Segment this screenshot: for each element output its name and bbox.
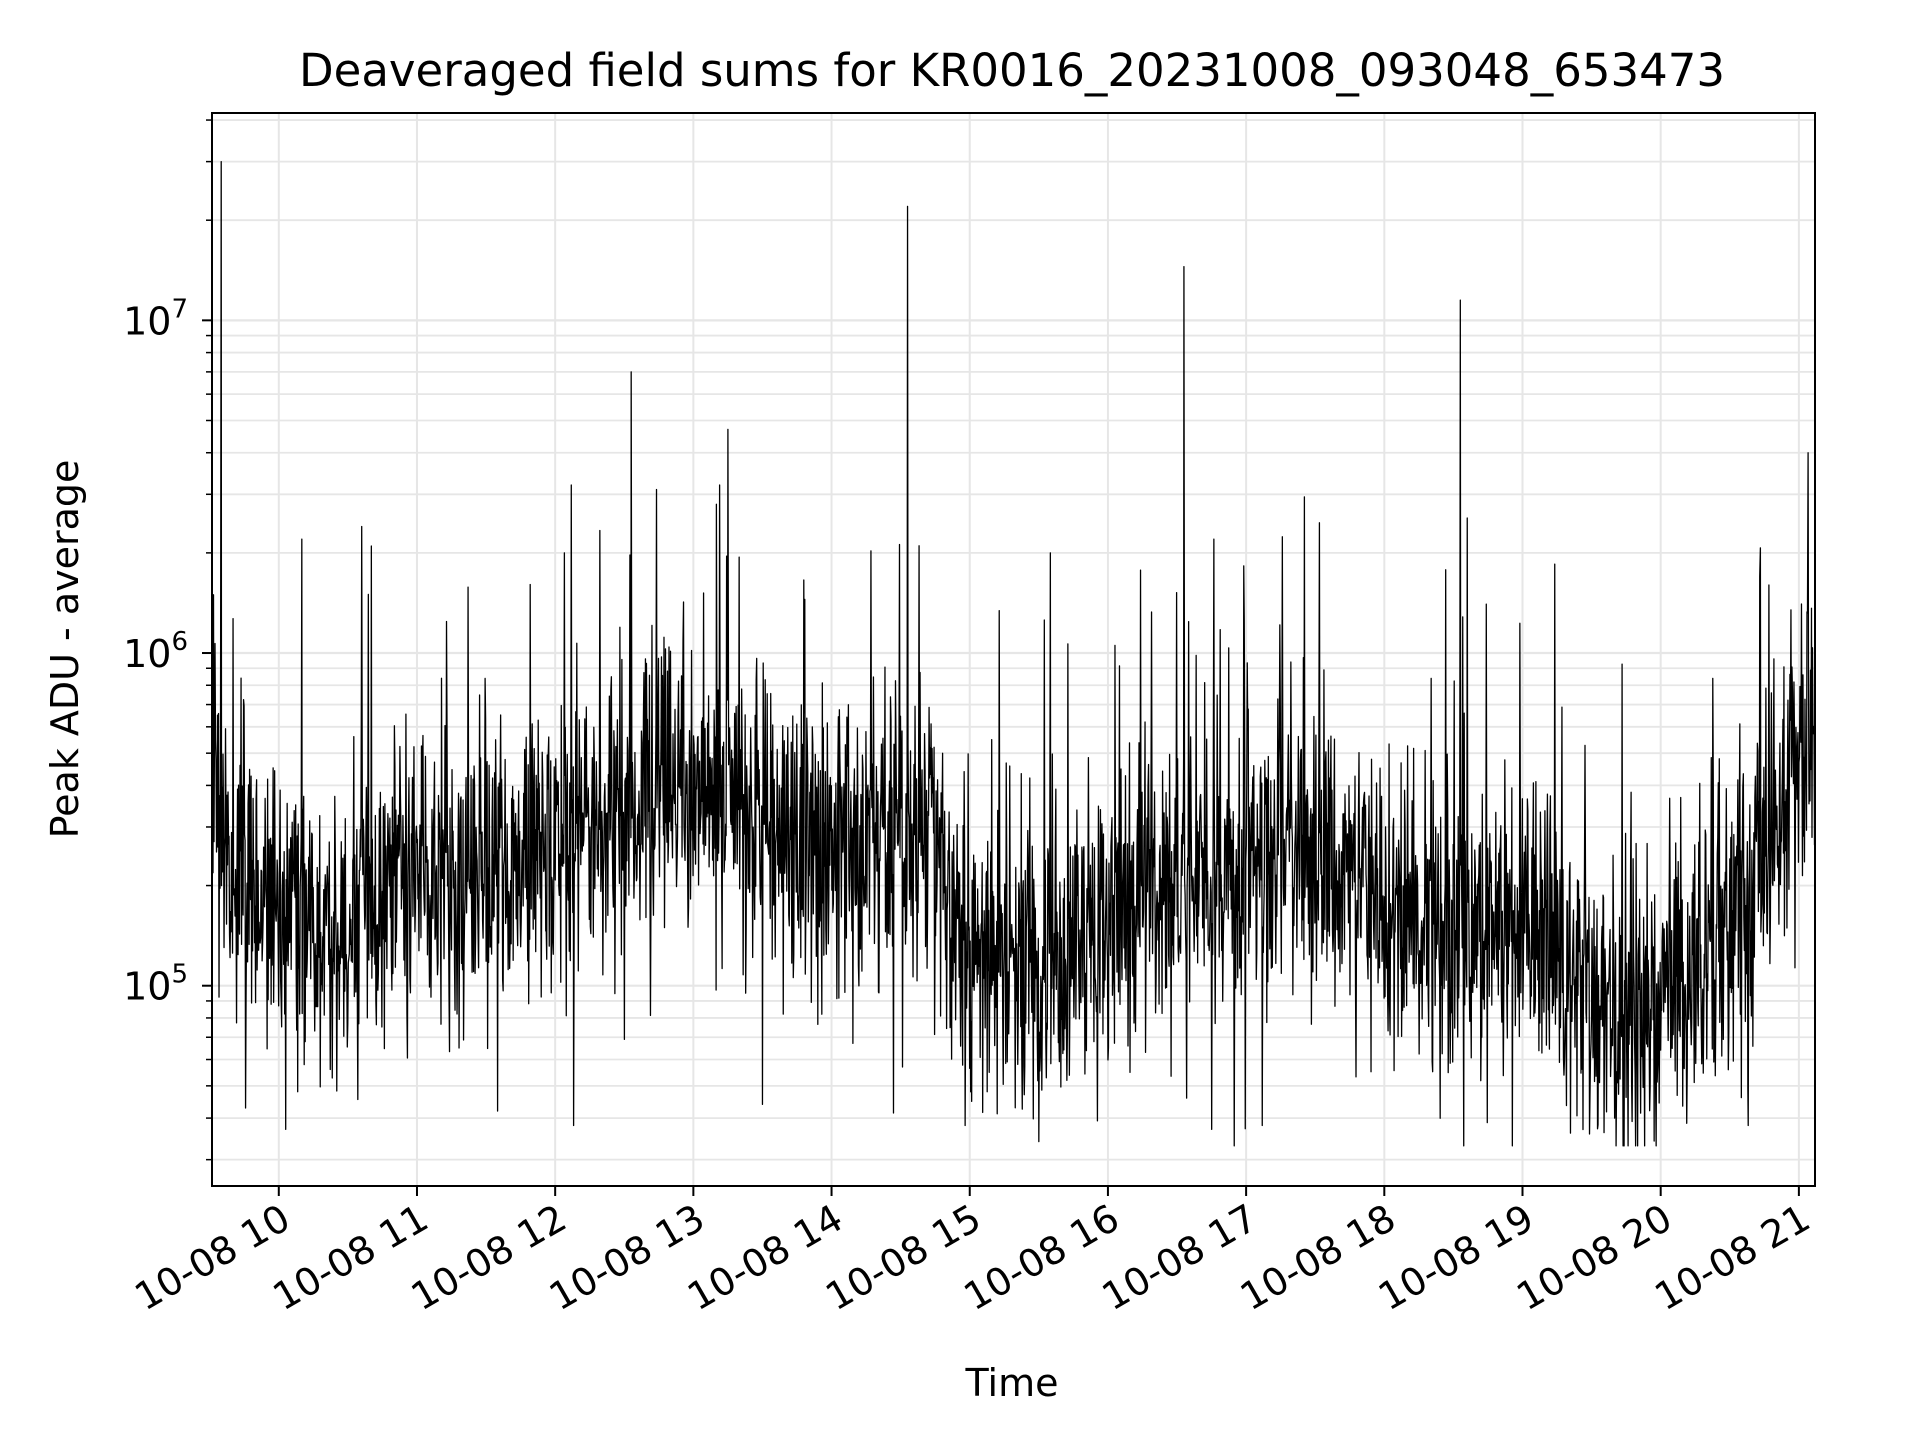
y-tick-label: 105 xyxy=(123,960,188,1009)
y-tick-exponent: 7 xyxy=(171,294,188,324)
y-tick-exponent: 6 xyxy=(171,627,188,657)
plot-frame xyxy=(211,112,1816,1187)
y-tick-base: 10 xyxy=(123,632,171,676)
x-axis-label: Time xyxy=(965,1361,1059,1405)
y-tick-base: 10 xyxy=(123,965,171,1009)
y-axis-label: Peak ADU - average xyxy=(43,460,87,839)
y-tick-exponent: 5 xyxy=(171,960,188,990)
y-tick-label: 106 xyxy=(123,627,188,676)
chart-title: Deaveraged field sums for KR0016_2023100… xyxy=(299,44,1725,97)
y-tick-label: 107 xyxy=(123,294,188,343)
plot-area xyxy=(211,160,1816,1147)
series-line xyxy=(211,160,1816,1147)
y-tick-base: 10 xyxy=(123,299,171,343)
